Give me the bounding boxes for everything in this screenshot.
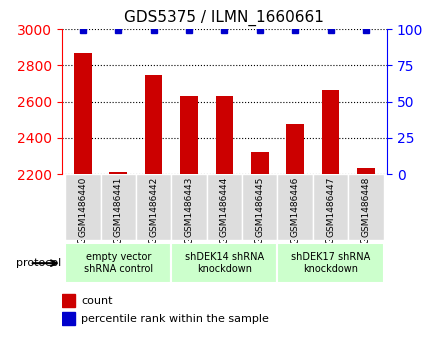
Bar xyxy=(216,96,233,174)
Text: GSM1486448: GSM1486448 xyxy=(362,177,370,237)
Text: count: count xyxy=(81,295,113,306)
Text: GSM1486444: GSM1486444 xyxy=(220,177,229,237)
Text: empty vector
shRNA control: empty vector shRNA control xyxy=(84,252,153,274)
Bar xyxy=(357,168,375,174)
FancyBboxPatch shape xyxy=(136,174,171,240)
Text: GSM1486443: GSM1486443 xyxy=(184,177,194,237)
Bar xyxy=(286,124,304,174)
Text: shDEK14 shRNA
knockdown: shDEK14 shRNA knockdown xyxy=(185,252,264,274)
FancyBboxPatch shape xyxy=(207,174,242,240)
Bar xyxy=(145,75,162,174)
FancyBboxPatch shape xyxy=(171,174,207,240)
Text: GSM1486442: GSM1486442 xyxy=(149,177,158,237)
Text: protocol: protocol xyxy=(16,258,62,268)
Text: percentile rank within the sample: percentile rank within the sample xyxy=(81,314,269,324)
Text: GSM1486441: GSM1486441 xyxy=(114,177,123,237)
FancyBboxPatch shape xyxy=(278,243,384,283)
FancyBboxPatch shape xyxy=(171,243,278,283)
Bar xyxy=(74,53,92,174)
Text: shDEK17 shRNA
knockdown: shDEK17 shRNA knockdown xyxy=(291,252,370,274)
FancyBboxPatch shape xyxy=(278,174,313,240)
Bar xyxy=(62,294,75,307)
Bar xyxy=(322,90,339,174)
Text: GSM1486446: GSM1486446 xyxy=(291,177,300,237)
Text: GSM1486445: GSM1486445 xyxy=(255,177,264,237)
FancyBboxPatch shape xyxy=(65,174,100,240)
FancyBboxPatch shape xyxy=(242,174,278,240)
Bar xyxy=(180,96,198,174)
Bar xyxy=(110,171,127,174)
FancyBboxPatch shape xyxy=(348,174,384,240)
Text: GSM1486440: GSM1486440 xyxy=(78,177,87,237)
Text: GSM1486447: GSM1486447 xyxy=(326,177,335,237)
FancyBboxPatch shape xyxy=(100,174,136,240)
FancyBboxPatch shape xyxy=(313,174,348,240)
FancyBboxPatch shape xyxy=(65,243,171,283)
Bar xyxy=(251,152,269,174)
Bar xyxy=(62,312,75,325)
Title: GDS5375 / ILMN_1660661: GDS5375 / ILMN_1660661 xyxy=(125,10,324,26)
